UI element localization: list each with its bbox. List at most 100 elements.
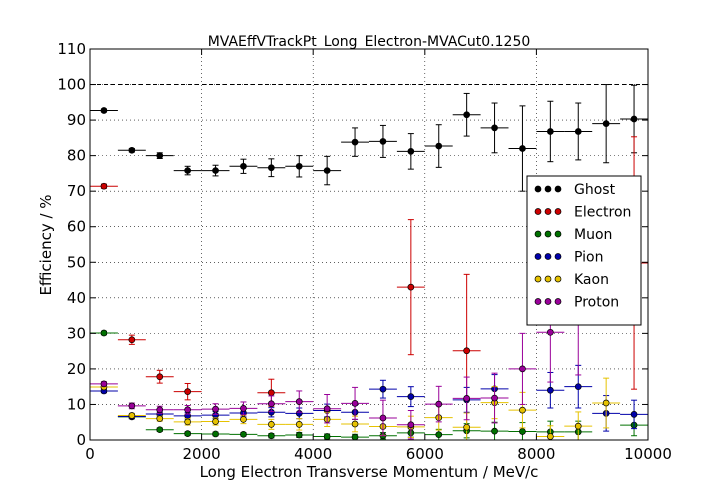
data-point <box>100 107 108 114</box>
data-point <box>184 418 191 426</box>
legend-marker <box>544 253 552 260</box>
data-point <box>602 120 610 127</box>
data-point <box>630 411 638 418</box>
data-point <box>212 418 219 425</box>
data-point <box>323 167 331 174</box>
legend-marker <box>534 185 542 193</box>
y-tick-label: 90 <box>67 111 86 129</box>
y-tick-label: 50 <box>67 253 86 271</box>
y-tick-label: 10 <box>67 395 86 413</box>
series-proton <box>90 267 593 440</box>
legend-marker <box>544 208 552 215</box>
data-point <box>435 431 443 439</box>
data-point <box>546 128 554 135</box>
data-point <box>519 145 526 152</box>
y-tick-label: 100 <box>57 76 86 94</box>
legend-marker <box>544 185 552 193</box>
legend-marker <box>544 275 552 283</box>
legend-entry-electron: Electron <box>534 205 631 221</box>
y-tick-label: 80 <box>67 147 86 165</box>
series-ghost <box>90 84 648 192</box>
data-point <box>323 433 331 440</box>
legend-label: Ghost <box>574 182 616 198</box>
data-point <box>156 426 164 434</box>
data-point <box>240 162 247 170</box>
legend-marker <box>534 275 542 283</box>
data-point <box>574 383 582 391</box>
data-point <box>184 406 191 414</box>
legend-entry-pion: Pion <box>534 250 603 266</box>
plot-frame <box>89 48 649 441</box>
data-point <box>351 433 359 441</box>
legend-marker <box>554 208 562 215</box>
data-point <box>128 412 136 419</box>
data-point <box>212 405 219 413</box>
series-pion <box>90 364 648 432</box>
x-tick-label: 8000 <box>517 445 555 463</box>
y-tick-label: 60 <box>67 218 86 236</box>
x-tick-label: 4000 <box>294 445 332 463</box>
data-point <box>407 421 415 429</box>
legend-entry-proton: Proton <box>534 295 619 311</box>
data-point <box>574 128 582 135</box>
legend-entry-muon: Muon <box>534 227 612 243</box>
data-point <box>100 182 108 190</box>
data-point <box>156 406 164 414</box>
data-point <box>268 164 275 172</box>
legend-marker <box>534 230 542 238</box>
y-tick-label: 20 <box>67 360 86 378</box>
legend-marker <box>534 298 542 305</box>
data-point <box>295 421 303 428</box>
data-point <box>184 388 191 396</box>
data-point <box>574 422 582 430</box>
data-point <box>602 399 610 407</box>
data-point <box>379 414 387 422</box>
legend-marker <box>554 230 562 238</box>
legend-marker <box>534 208 542 215</box>
legend-marker <box>544 230 552 238</box>
data-point <box>379 385 387 393</box>
x-tick-label: 10000 <box>624 445 672 463</box>
y-tick-label: 30 <box>67 324 86 342</box>
legend-label: Electron <box>574 205 631 221</box>
x-axis-label: Long Electron Transverse Momentum / MeV/… <box>200 463 539 481</box>
x-tick-label: 6000 <box>406 445 444 463</box>
legend: Ghost Electron Muon Pion Kaon Proton <box>526 175 642 326</box>
data-point <box>630 115 638 123</box>
legend-marker <box>554 185 562 193</box>
data-point <box>240 430 247 438</box>
data-point <box>128 146 136 154</box>
data-point <box>463 423 470 431</box>
data-point <box>407 393 415 400</box>
legend-label: Muon <box>574 227 612 243</box>
legend-label: Proton <box>574 295 619 311</box>
data-point <box>184 430 191 437</box>
data-point <box>295 431 303 439</box>
y-tick-label: 110 <box>57 40 86 58</box>
y-axis-label: Efficiency / % <box>37 194 55 295</box>
y-tick-label: 0 <box>76 431 86 449</box>
legend-marker <box>554 253 562 260</box>
x-tick-label: 0 <box>85 445 95 463</box>
chart-title: MVAEffVTrackPt_Long_Electron-MVACut0.125… <box>208 34 531 50</box>
data-point <box>128 336 136 344</box>
data-point <box>268 432 275 440</box>
data-point <box>240 405 247 412</box>
data-point <box>268 389 275 397</box>
legend-marker <box>554 298 562 305</box>
data-point <box>100 329 108 337</box>
data-point <box>100 380 108 388</box>
legend-marker <box>554 275 562 283</box>
y-tick-label: 70 <box>67 182 86 200</box>
data-point <box>240 416 247 423</box>
legend-entry-ghost: Ghost <box>534 182 616 198</box>
data-point <box>491 427 498 435</box>
data-point <box>435 142 443 150</box>
data-point <box>268 400 275 408</box>
legend-label: Pion <box>574 250 603 266</box>
data-point <box>519 406 526 414</box>
data-point <box>156 373 164 381</box>
data-point <box>351 138 359 146</box>
data-point <box>156 152 164 159</box>
